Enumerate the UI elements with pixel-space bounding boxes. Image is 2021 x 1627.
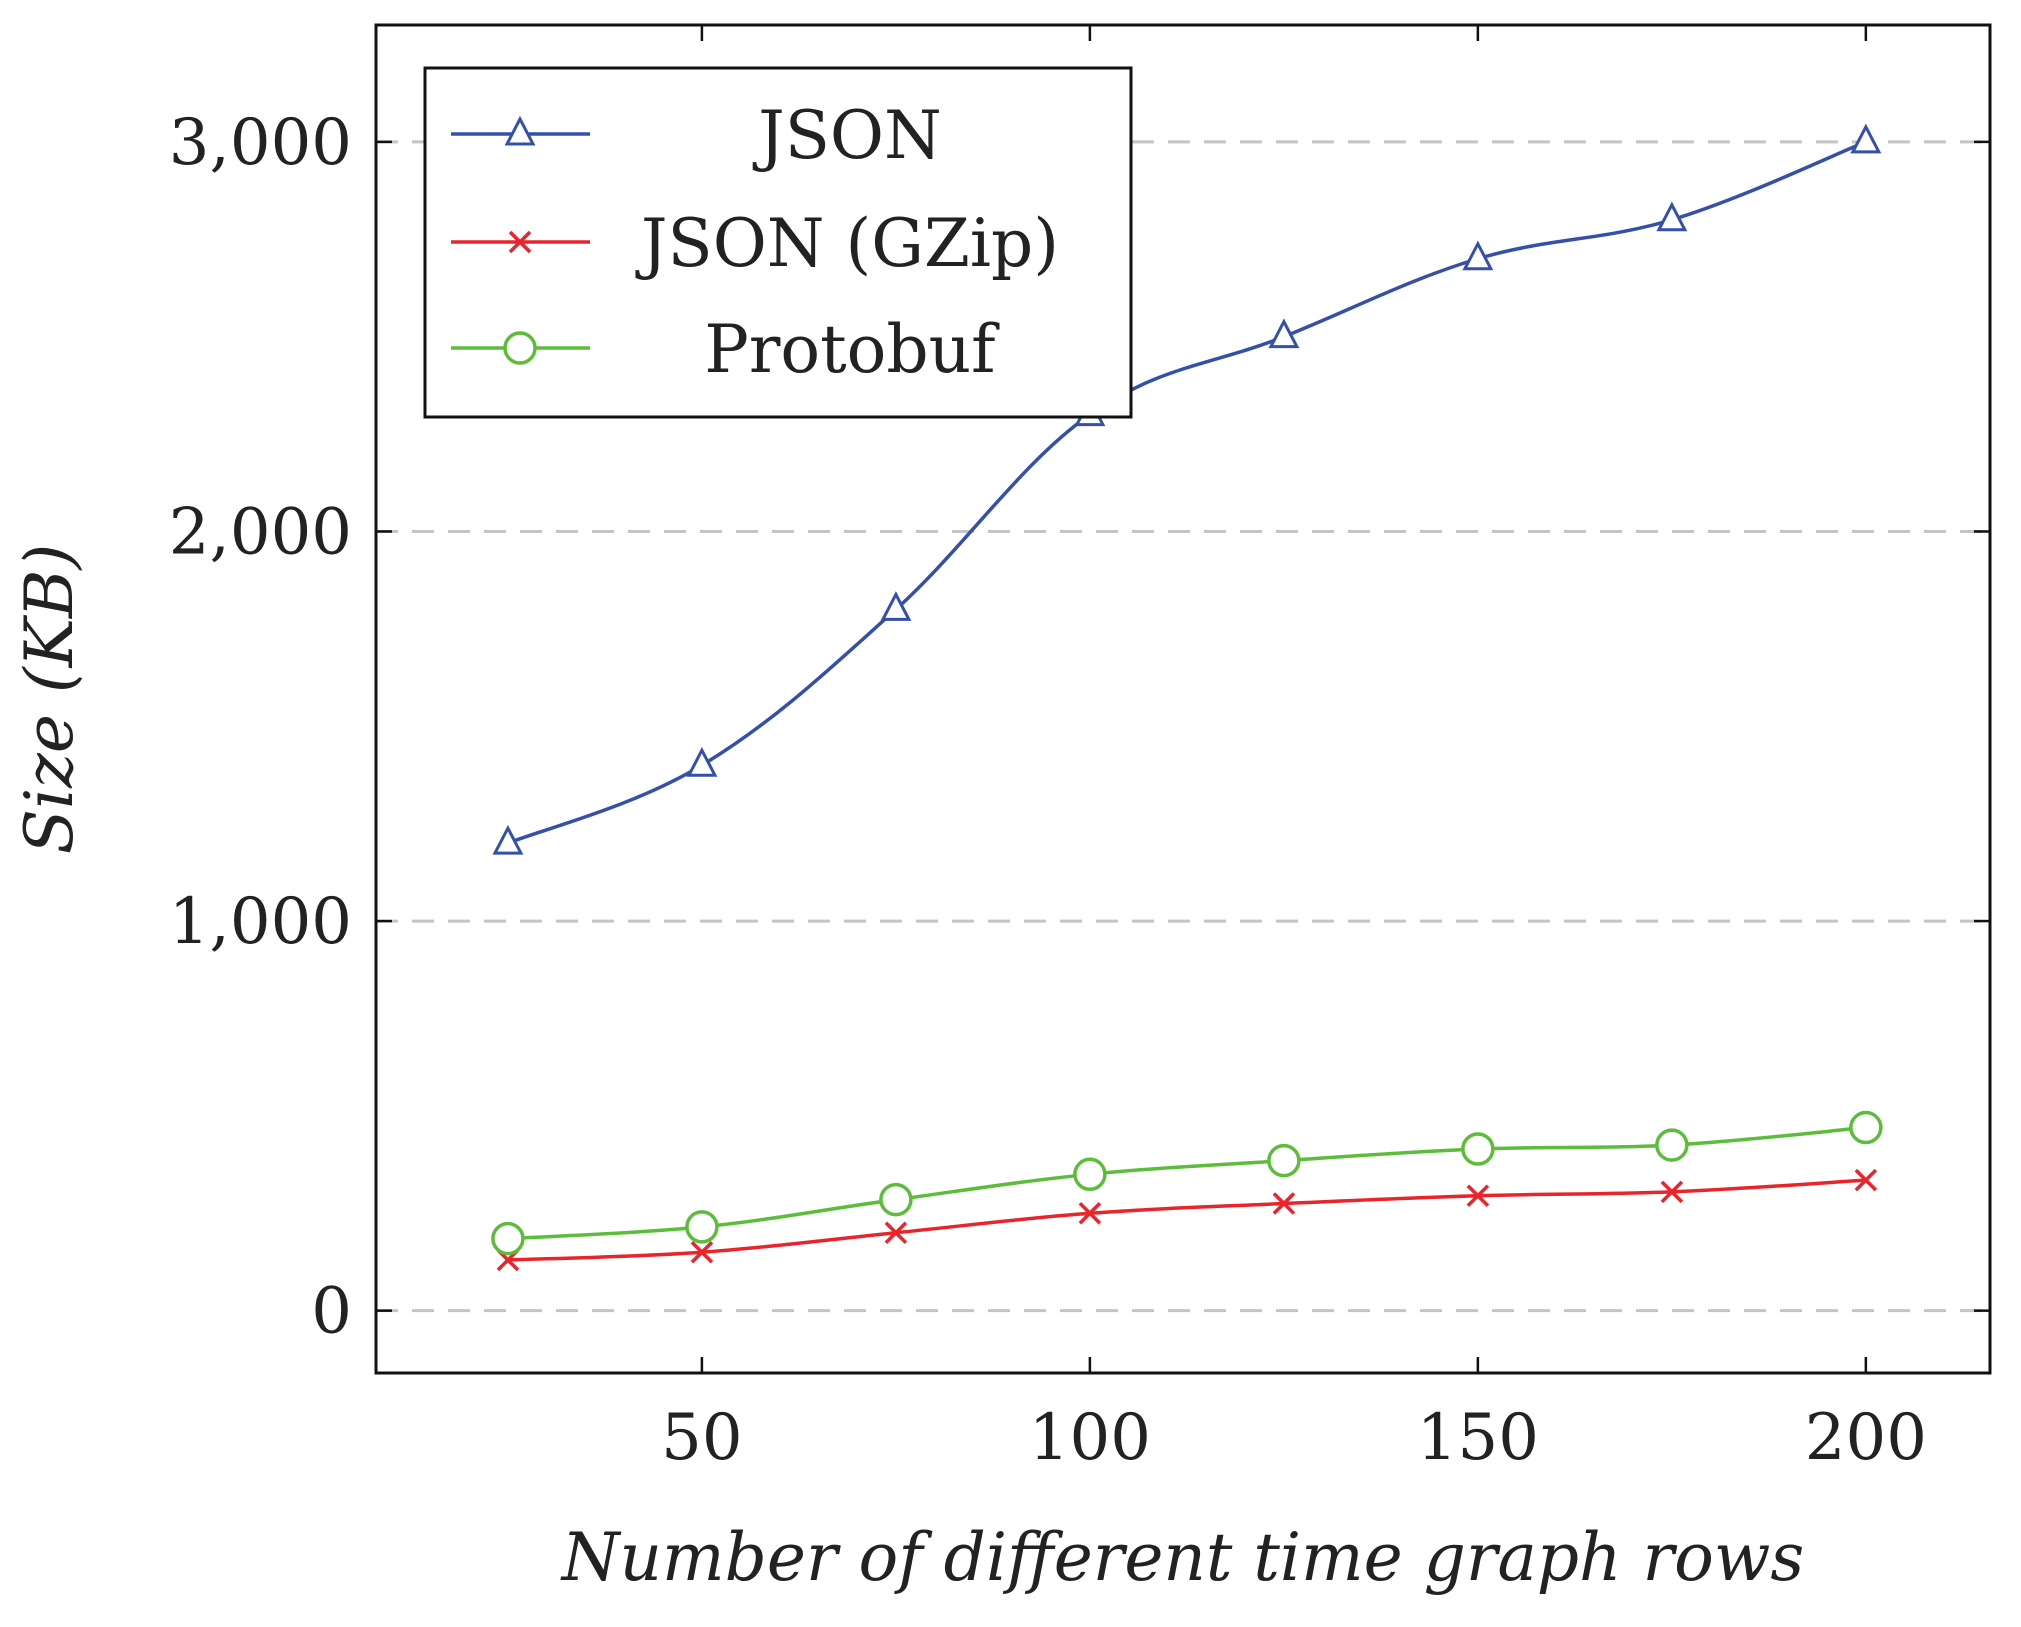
- data-point-json-gzip: [884, 1221, 908, 1244]
- y-tick-label: 3,000: [169, 106, 352, 180]
- legend-marker-json: [504, 115, 536, 146]
- y-axis-title: Size (KB): [11, 544, 88, 854]
- legend: JSON JSON (GZip) Protobuf: [423, 66, 1133, 419]
- data-point-json: [1462, 240, 1494, 271]
- axis-ticks: 0 1,000 2,000 3,000 50 100 150 200: [169, 25, 1990, 1475]
- data-point-json-gzip: [1272, 1192, 1296, 1215]
- x-tick-label: 100: [1029, 1401, 1151, 1475]
- data-point-json-gzip: [1078, 1202, 1102, 1225]
- x-axis-title: Number of different time graph rows: [560, 1519, 1804, 1596]
- data-point-json: [1656, 201, 1688, 232]
- series-line-protobuf: [507, 1125, 1867, 1241]
- y-tick-label: 0: [311, 1275, 352, 1349]
- data-point-json: [1268, 318, 1300, 349]
- data-point-protobuf: [1267, 1143, 1301, 1178]
- x-tick-label: 50: [661, 1401, 742, 1475]
- x-tick-label: 200: [1805, 1401, 1927, 1475]
- legend-item-json: JSON: [451, 97, 942, 174]
- x-tick-label: 150: [1417, 1401, 1539, 1475]
- data-point-protobuf: [1655, 1128, 1689, 1162]
- legend-item-json-gzip: JSON (GZip): [451, 205, 1059, 282]
- data-point-protobuf: [685, 1210, 719, 1244]
- series-protobuf: [491, 1110, 1883, 1256]
- legend-label-json: JSON: [752, 97, 942, 174]
- legend-item-protobuf: Protobuf: [451, 311, 1000, 388]
- legend-label-protobuf: Protobuf: [704, 311, 1000, 388]
- plot-frame: [374, 23, 1992, 1375]
- series-line-json: [507, 140, 1867, 845]
- data-point-protobuf: [1849, 1110, 1883, 1145]
- data-point-json-gzip: [1466, 1184, 1490, 1207]
- data-point-json-gzip: [1854, 1168, 1878, 1192]
- series-line-json-gzip: [507, 1178, 1866, 1262]
- legend-marker-json-gzip: [508, 230, 532, 254]
- data-point-protobuf: [879, 1182, 913, 1217]
- data-point-json: [492, 824, 524, 855]
- data-point-protobuf: [491, 1221, 525, 1256]
- data-point-json: [686, 746, 718, 777]
- data-point-json: [880, 591, 912, 621]
- legend-marker-protobuf: [503, 331, 537, 365]
- y-tick-label: 1,000: [169, 885, 352, 959]
- data-point-json: [1850, 123, 1882, 154]
- series-json-gzip: [496, 1168, 1878, 1272]
- data-point-json-gzip: [690, 1240, 714, 1264]
- data-point-protobuf: [1073, 1157, 1107, 1192]
- legend-label-json-gzip: JSON (GZip): [635, 205, 1059, 282]
- data-point-protobuf: [1461, 1132, 1495, 1166]
- data-point-json-gzip: [1660, 1180, 1684, 1204]
- y-tick-label: 2,000: [169, 495, 352, 569]
